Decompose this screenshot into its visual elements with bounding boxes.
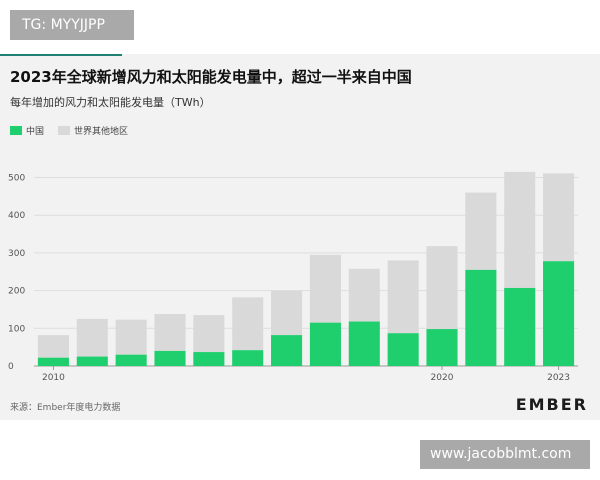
bar-china <box>348 321 380 366</box>
bar-rest <box>232 297 264 351</box>
chart-subtitle: 每年增加的风力和太阳能发电量（TWh） <box>10 96 211 109</box>
accent-line <box>0 54 122 56</box>
bar-china <box>504 287 536 366</box>
bar-china <box>465 269 497 366</box>
bar-rest <box>76 318 108 357</box>
bar-china <box>193 352 225 366</box>
y-tick-label: 300 <box>8 249 25 259</box>
ember-logo: EMBER <box>515 395 588 414</box>
bar-china <box>543 261 575 366</box>
source-note: 来源：Ember年度电力数据 <box>10 403 121 413</box>
bar-rest <box>193 315 225 353</box>
y-tick-label: 500 <box>8 174 25 184</box>
bar-china <box>76 356 108 366</box>
legend-item-china: 中国 <box>10 124 44 137</box>
bar-china <box>37 357 69 366</box>
bar-china <box>271 335 303 366</box>
y-tick-label: 0 <box>8 362 14 372</box>
legend-label-china: 中国 <box>26 127 45 137</box>
bar-rest <box>115 319 147 355</box>
watermark-url: www.jacobblmt.com <box>420 440 590 469</box>
bar-rest <box>154 313 186 351</box>
bar-rest <box>309 254 341 323</box>
bar-china <box>232 350 264 366</box>
chart-title: 2023年全球新增风力和太阳能发电量中，超过一半来自中国 <box>10 68 412 86</box>
y-tick-label: 400 <box>8 211 25 221</box>
bar-rest <box>387 260 419 334</box>
bar-china <box>426 329 458 366</box>
bar-china <box>115 354 147 366</box>
bar-rest <box>426 246 458 330</box>
bar-china <box>309 322 341 366</box>
bar-rest <box>543 173 575 262</box>
bar-china <box>154 350 186 366</box>
bar-china <box>387 333 419 366</box>
bar-rest <box>271 290 303 336</box>
legend-item-rest: 世界其他地区 <box>58 124 128 137</box>
x-tick-label: 2020 <box>431 373 454 383</box>
bar-chart: 0 100 200 300 400 500 2010 2020 2023 <box>8 171 578 383</box>
legend-label-rest: 世界其他地区 <box>74 127 129 137</box>
bar-rest <box>348 268 380 322</box>
bar-rest <box>504 171 536 288</box>
legend: 中国 世界其他地区 <box>10 124 142 137</box>
bar-rest <box>465 192 497 270</box>
y-tick-label: 100 <box>8 324 25 334</box>
legend-swatch-rest <box>58 126 71 135</box>
bar-rest <box>37 335 69 358</box>
x-tick-label: 2010 <box>42 373 65 383</box>
x-tick-label: 2023 <box>547 373 570 383</box>
y-tick-label: 200 <box>8 287 25 297</box>
tg-badge: TG: MYYJJPP <box>10 10 134 40</box>
legend-swatch-china <box>10 126 22 135</box>
